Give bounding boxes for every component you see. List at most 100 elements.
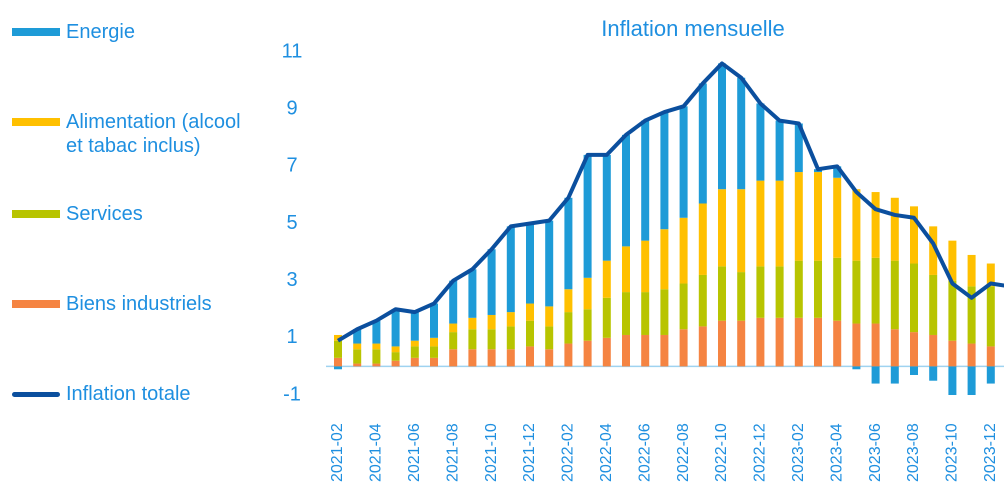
bar-segment [794,123,803,173]
x-tick-label: 2022-10 [713,423,730,482]
y-tick-label: 11 [282,40,303,62]
bar-segment [449,323,458,333]
legend-label: Alimentation (alcool et tabac inclus) [66,111,241,157]
legend-swatch [12,118,60,126]
x-tick-label: 2022-06 [636,423,653,482]
bar-segment [833,320,842,367]
bar-segment [871,366,880,384]
bar-segment [910,366,918,375]
bar-segment [372,343,381,350]
bar-segment [967,286,976,344]
bar-segment [449,280,458,324]
bar-segment [737,320,746,367]
bar-segment [353,363,362,367]
bar-segment [718,266,726,321]
bar-segment [353,343,362,350]
x-tick-label: 2021-10 [483,423,500,482]
bar-segment [986,366,995,384]
x-tick-label: 2023-02 [790,423,807,482]
bar-segment [948,240,957,281]
bar-segment [410,346,419,358]
bar-segment [698,203,707,275]
bar-segment [430,303,438,338]
bar-segment [871,192,880,258]
bar-segment [583,340,592,367]
bar-segment [468,329,477,350]
legend-label: Inflation totale [66,383,191,405]
bar-segment [410,312,419,341]
x-tick-label: 2021-02 [329,423,346,482]
bar-segment [948,280,957,341]
bar-segment [641,334,650,367]
bar-segment [602,154,611,261]
bar-segment [910,206,918,264]
bar-segment [583,277,592,310]
bar-segment [334,366,342,370]
bar-segment [814,260,822,318]
bar-segment [775,180,784,267]
y-tick-label: 9 [286,97,297,119]
bar-segment [564,343,573,367]
bar-segment [468,269,477,318]
x-tick-label: 2021-12 [521,423,538,482]
bar-segment [986,286,995,347]
legend-item: Services [12,202,252,226]
y-tick-label: 5 [286,212,297,234]
bar-segment [430,346,438,358]
bar-segment [564,197,573,290]
bar-segment [410,340,419,347]
bar-segment [391,360,400,367]
bar-segment [622,246,630,293]
bar-segment [602,297,611,338]
bar-segment [775,266,784,318]
bar-segment [929,274,938,335]
total-line [336,61,1004,343]
x-tick-label: 2023-06 [867,423,884,482]
legend-swatch [12,300,60,308]
bar-segment [890,197,899,261]
bar-segment [506,326,515,350]
bar-segment [814,172,822,261]
y-tick-label: 1 [286,326,297,348]
legend-label: Energie [66,21,135,43]
legend-item: Energie [12,20,252,44]
bar-segment [353,349,362,364]
x-tick-label: 2021-04 [368,423,385,482]
bar-segment [737,189,746,273]
bar-segment [545,220,554,307]
bar-segment [372,349,381,364]
legend-item: Alimentation (alcool et tabac inclus) [12,110,252,158]
bar-segment [794,172,803,261]
bar-segment [410,357,419,367]
bar-segment [545,326,554,350]
bar-segment [660,229,669,290]
bar-segment [679,329,688,367]
bar-segment [718,320,726,367]
bar-segment [487,329,496,350]
bar-segment [698,83,707,204]
x-tick-label: 2022-12 [752,423,769,482]
bar-segment [718,189,726,267]
bar-segment [468,317,477,330]
bar-segment [391,309,400,347]
bar-segment [506,312,515,327]
bar-segment [334,334,342,341]
bar-segment [622,292,630,335]
bar-segment [698,326,707,367]
y-tick-label: -1 [283,383,301,405]
chart-title: Inflation mensuelle [601,16,784,41]
bar-segment [526,320,534,347]
bar-segment [506,349,515,367]
bar-segment [679,217,688,284]
bar-segment [794,317,803,367]
bar-segment [660,289,669,335]
legend-item: Inflation totale [12,382,252,406]
bar-segment [487,349,496,367]
bar-segment [622,334,630,367]
bar-segment [948,366,957,395]
bar-segment [814,317,822,367]
y-tick-label: 7 [286,155,297,177]
bar-segment [545,306,554,327]
bar-segment [929,334,938,367]
